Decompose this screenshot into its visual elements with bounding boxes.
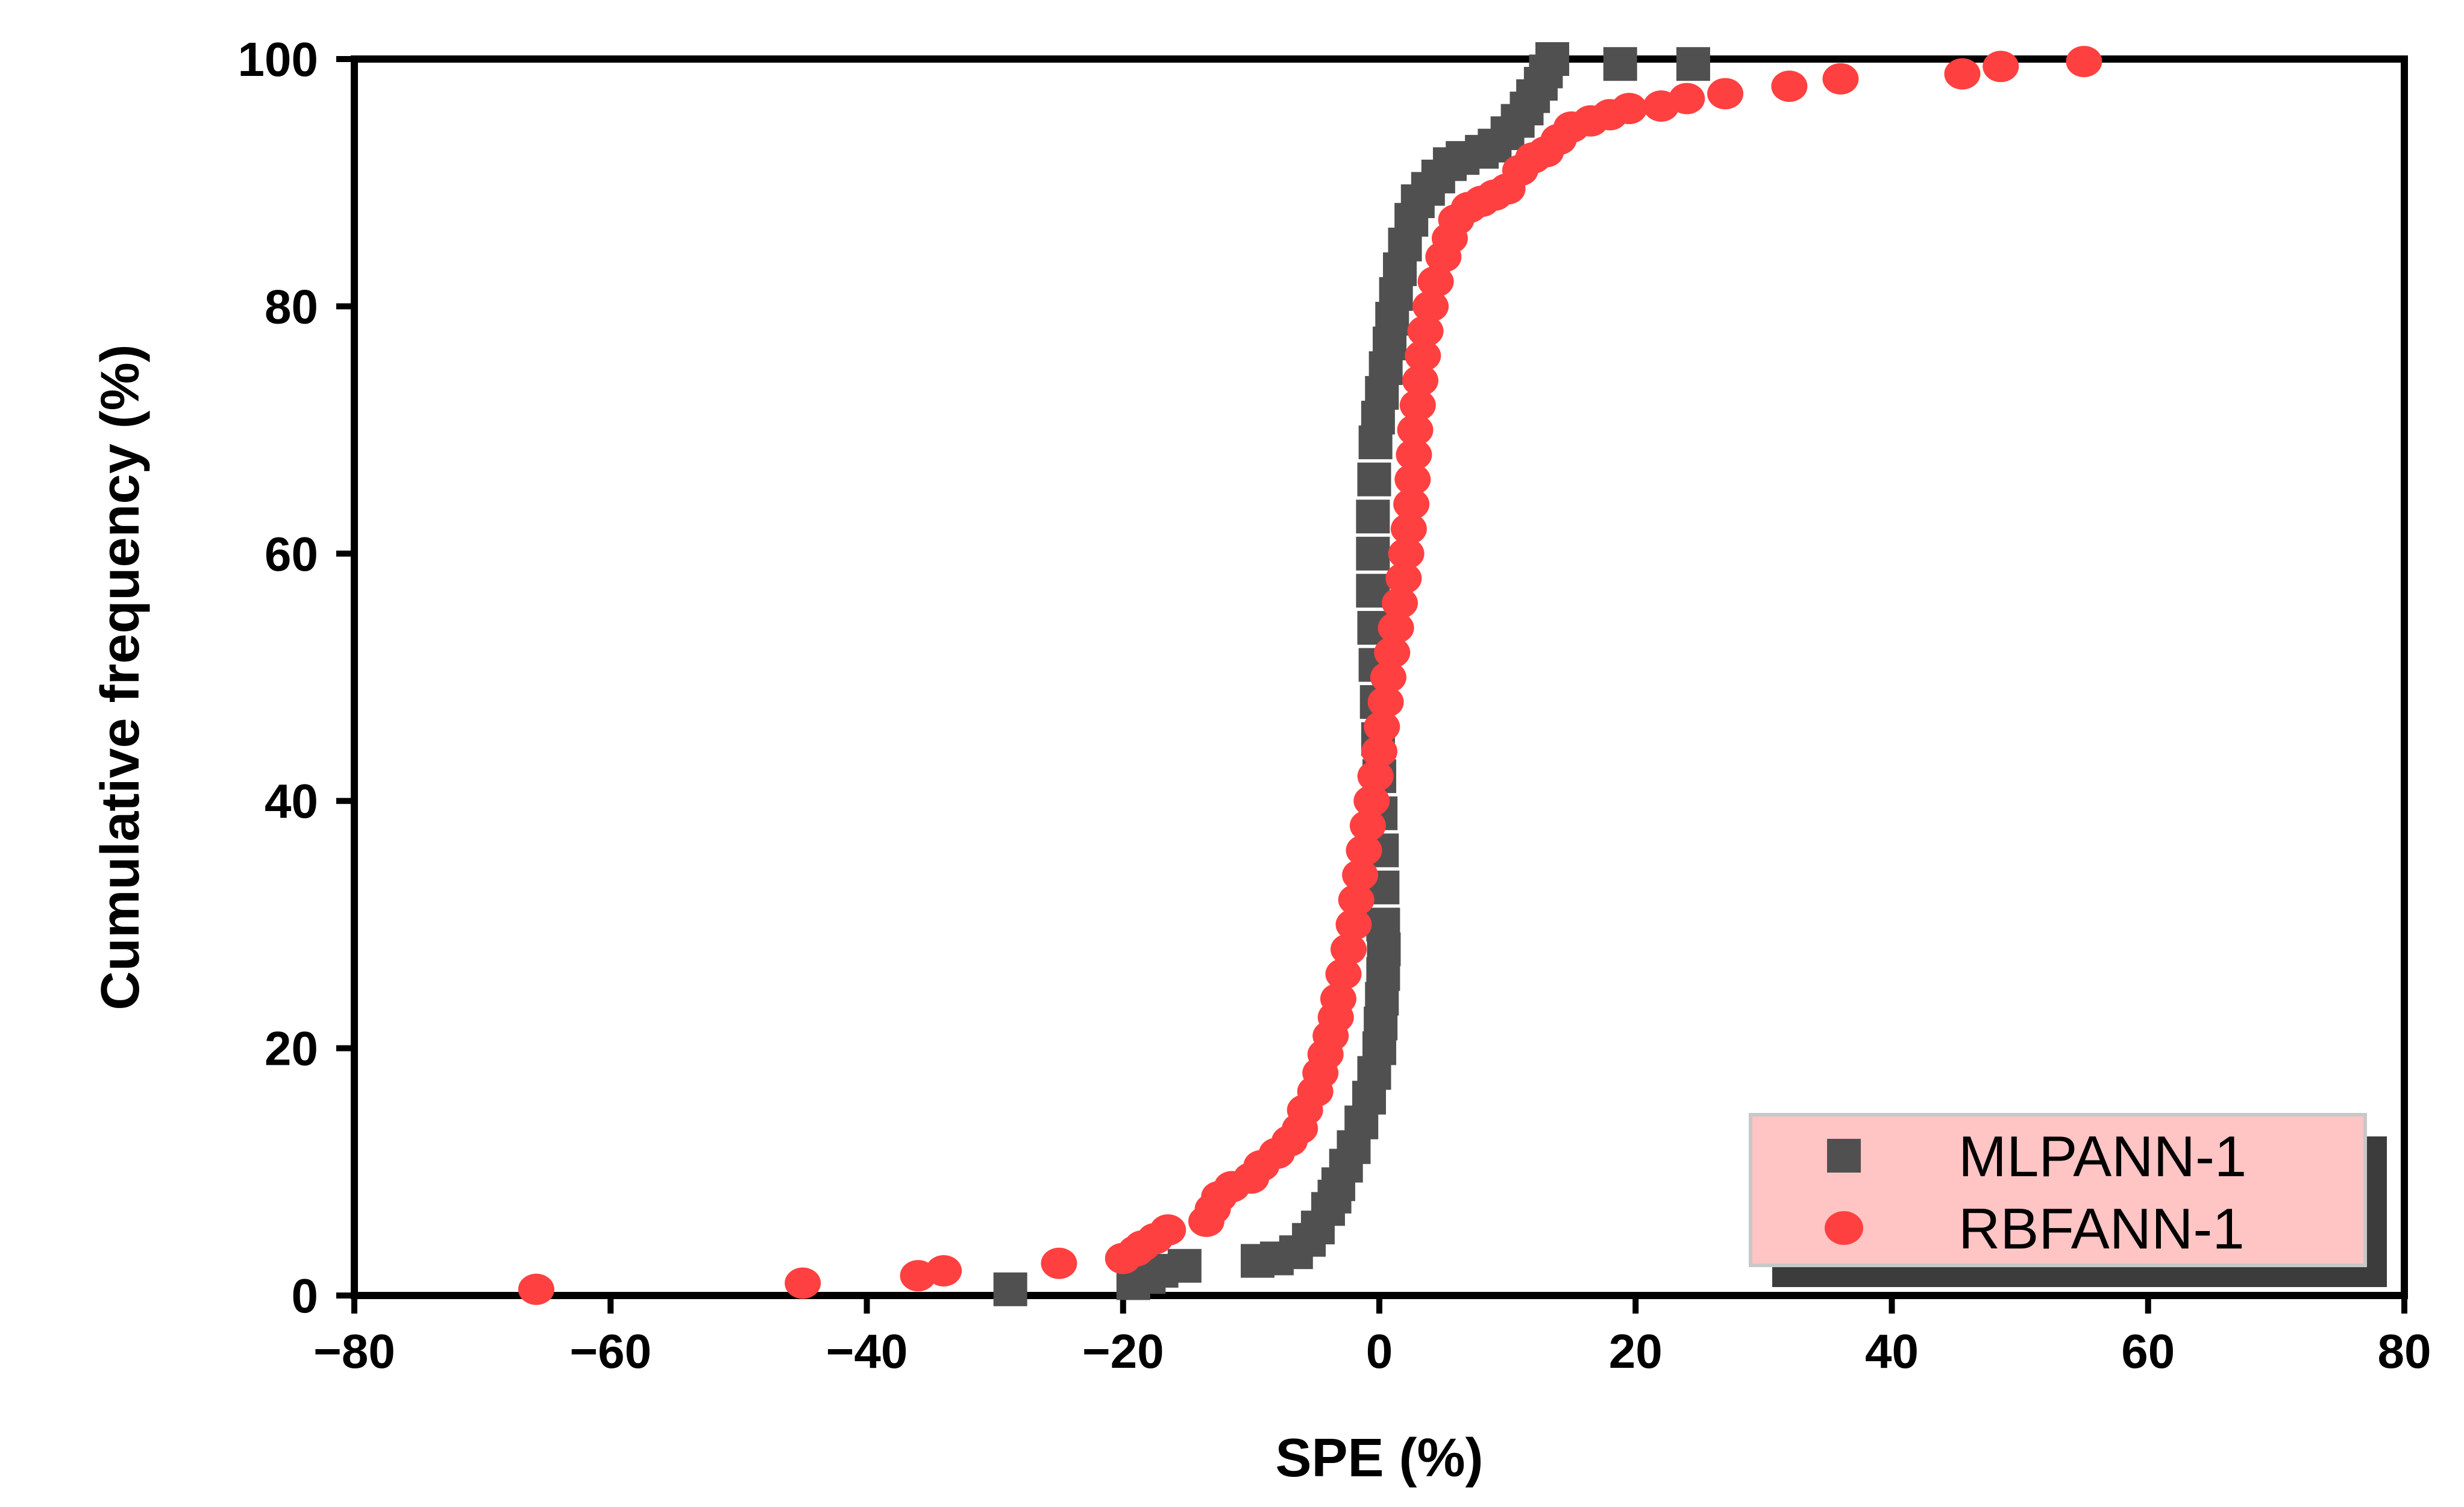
data-point — [1611, 93, 1647, 125]
data-point — [1603, 47, 1637, 81]
data-point — [1396, 439, 1432, 471]
data-point — [2066, 46, 2102, 78]
data-point — [1330, 933, 1367, 965]
data-point — [993, 1272, 1027, 1306]
data-point — [1983, 51, 2019, 83]
data-point — [518, 1273, 554, 1305]
data-point — [1320, 983, 1356, 1015]
data-point — [1357, 760, 1394, 792]
data-point — [1388, 537, 1425, 569]
data-point — [1535, 42, 1570, 76]
y-axis-title: Cumulative frequency (%) — [90, 344, 151, 1010]
data-point — [1356, 536, 1390, 571]
data-point — [1167, 1249, 1202, 1283]
x-tick-label: −60 — [569, 1324, 651, 1378]
x-tick-label: 60 — [2121, 1324, 2175, 1378]
data-point — [1393, 488, 1430, 520]
data-point — [1357, 462, 1391, 497]
x-tick-label: 40 — [1865, 1324, 1919, 1378]
y-tick-label: 100 — [238, 33, 318, 86]
data-point — [1397, 414, 1434, 446]
data-point — [1364, 711, 1400, 743]
data-point — [1407, 315, 1444, 347]
data-point — [1394, 463, 1431, 495]
data-point — [1669, 83, 1705, 114]
data-point — [1944, 58, 1981, 90]
data-point — [1385, 562, 1422, 594]
x-tick-label: 0 — [1366, 1324, 1393, 1378]
series-mlpann-1 — [993, 42, 1710, 1306]
legend-label: RBFANN-1 — [1958, 1197, 2245, 1261]
data-point — [1390, 513, 1427, 545]
data-point — [1366, 907, 1400, 942]
y-tick-label: 20 — [265, 1022, 318, 1076]
data-point — [1771, 70, 1808, 102]
x-axis-title: SPE (%) — [1275, 1428, 1483, 1488]
legend: MLPANN-1 RBFANN-1 — [1749, 1113, 2387, 1287]
data-point — [1361, 736, 1397, 768]
data-point — [1353, 785, 1390, 817]
x-tick-label: 80 — [2378, 1324, 2431, 1378]
x-tick-label: −20 — [1082, 1324, 1164, 1378]
data-point — [1378, 612, 1414, 644]
data-point — [1325, 958, 1362, 990]
data-point — [1412, 290, 1449, 322]
axes: −80 −60 −40 −20 0 20 40 60 80 0 20 40 60 80 100 SPE (%)… — [90, 33, 2431, 1488]
series-rbfann-1 — [518, 46, 2102, 1305]
data-points — [518, 42, 2102, 1306]
data-point — [1370, 662, 1406, 693]
data-point — [926, 1255, 962, 1286]
y-tick-label: 40 — [265, 774, 318, 828]
data-point — [1150, 1214, 1187, 1246]
legend-marker — [1827, 1139, 1861, 1173]
data-point — [1707, 78, 1744, 110]
data-point — [1041, 1247, 1077, 1279]
data-point — [1399, 389, 1436, 421]
data-point — [1346, 835, 1382, 866]
data-point — [1374, 636, 1411, 668]
data-point — [1382, 587, 1419, 619]
x-tick-label: 20 — [1609, 1324, 1663, 1378]
legend-label: MLPANN-1 — [1958, 1124, 2246, 1189]
data-point — [785, 1267, 821, 1299]
legend-marker — [1825, 1211, 1863, 1245]
data-point — [1402, 365, 1439, 396]
y-tick-label: 80 — [265, 280, 318, 333]
data-point — [1349, 810, 1386, 842]
data-point — [1367, 686, 1404, 718]
data-point — [1335, 909, 1372, 941]
y-tick-label: 60 — [265, 527, 318, 581]
data-point — [1417, 266, 1454, 298]
x-tick-label: −80 — [313, 1324, 395, 1378]
data-point — [1338, 884, 1375, 916]
data-point — [1822, 63, 1859, 95]
data-point — [1676, 47, 1710, 81]
data-point — [1356, 500, 1390, 534]
data-point — [1342, 859, 1379, 891]
y-tick-label: 0 — [292, 1269, 319, 1323]
data-point — [1405, 340, 1441, 372]
x-tick-label: −40 — [826, 1324, 908, 1378]
